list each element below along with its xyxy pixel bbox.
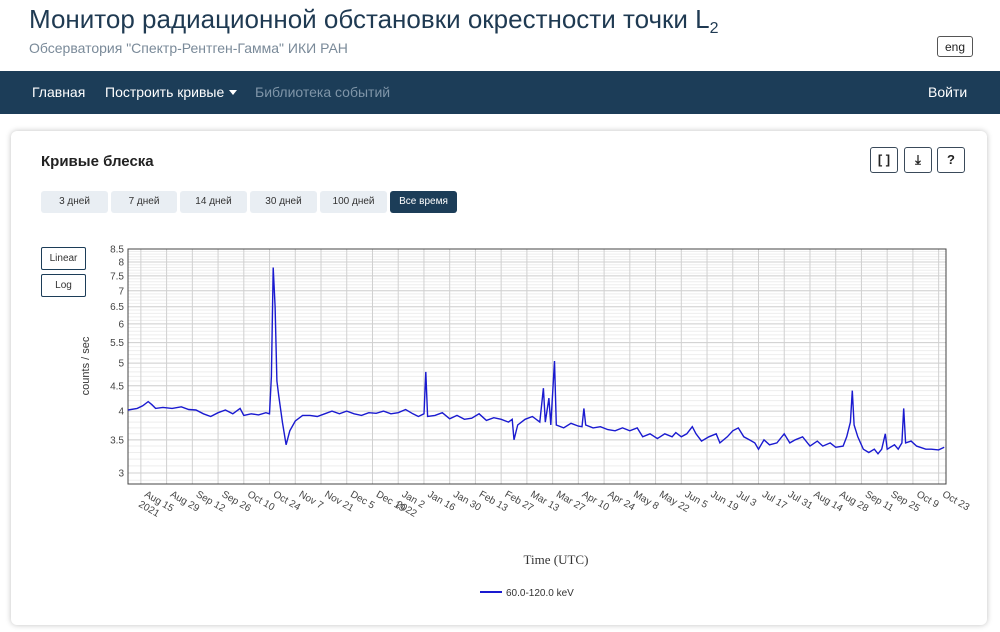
nav-home[interactable]: Главная: [32, 84, 86, 100]
y-tick-label: 6: [118, 319, 124, 330]
x-tick-label: Apr 24: [606, 489, 637, 513]
nav-event-library: Библиотека событий: [255, 84, 391, 100]
y-tick-label: 8.5: [110, 245, 124, 256]
y-tick-label: 7.5: [110, 271, 124, 282]
x-tick-label: Jan 16: [425, 489, 457, 514]
y-tick-label: 8: [118, 258, 124, 269]
card-title: Кривые блеска: [41, 153, 154, 170]
x-axis-label: Time (UTC): [524, 552, 589, 567]
x-tick-label: Jul 17: [760, 489, 789, 512]
x-tick-label: May 8: [631, 489, 660, 512]
navbar: Главная Построить кривые Библиотека собы…: [0, 71, 1000, 114]
help-button[interactable]: ?: [937, 147, 965, 173]
range-14-days[interactable]: 14 дней: [180, 191, 247, 213]
range-30-days[interactable]: 30 дней: [250, 191, 317, 213]
y-axis: 3 3.5 4 4.5 5 5.5 6 6.5 7 7.5 8 8.5: [110, 245, 124, 480]
fit-button[interactable]: [ ]: [870, 147, 898, 173]
range-100-days[interactable]: 100 дней: [320, 191, 387, 213]
range-7-days[interactable]: 7 дней: [111, 191, 177, 213]
range-all-time[interactable]: Все время: [390, 191, 457, 213]
x-tick-label: Jan 30: [451, 489, 483, 514]
nav-build-curves[interactable]: Построить кривые: [105, 71, 238, 114]
linear-scale-button[interactable]: Linear: [41, 247, 86, 270]
y-tick-label: 4.5: [110, 381, 124, 392]
log-scale-button[interactable]: Log: [41, 274, 86, 297]
x-tick-label: Oct 10: [245, 489, 276, 513]
y-tick-label: 4: [118, 407, 124, 418]
page-title-text: Монитор радиационной обстановки окрестно…: [29, 4, 710, 34]
page-title: Монитор радиационной обстановки окрестно…: [29, 4, 719, 38]
y-tick-label: 3.5: [110, 435, 124, 446]
lightcurve-card: Кривые блеска [ ] ⤓ ? 3 дней 7 дней 14 д…: [11, 131, 987, 625]
range-3-days[interactable]: 3 дней: [41, 191, 108, 213]
y-tick-label: 5: [118, 359, 124, 370]
x-tick-label: Oct 24: [271, 489, 302, 513]
nav-login[interactable]: Войти: [928, 84, 968, 100]
page-title-subscript: 2: [709, 20, 719, 37]
y-tick-label: 5.5: [110, 338, 124, 349]
x-tick-label: Jun 19: [709, 489, 741, 514]
legend-label: 60.0-120.0 keV: [506, 588, 574, 599]
series-line: [127, 267, 945, 455]
x-tick-label: Oct 23: [940, 489, 971, 513]
nav-build-curves-label: Построить кривые: [105, 84, 225, 100]
y-tick-label: 7: [118, 286, 124, 297]
chart-grid: [128, 248, 946, 484]
x-tick-label: Sep 11: [863, 489, 896, 514]
x-tick-label: Jul 31: [786, 489, 815, 512]
page-subtitle: Обсерватория "Спектр-Рентген-Гамма" ИКИ …: [29, 40, 348, 56]
y-tick-label: 6.5: [110, 302, 124, 313]
legend: 60.0-120.0 keV: [480, 588, 574, 599]
y-axis-label: counts / sec: [80, 336, 92, 395]
language-button[interactable]: eng: [937, 36, 973, 57]
x-tick-label: Apr 10: [580, 489, 611, 513]
caret-down-icon: [229, 90, 238, 95]
x-tick-label: Nov 7: [297, 489, 326, 512]
y-tick-label: 3: [118, 468, 124, 479]
plot-frame: [127, 248, 947, 485]
download-button[interactable]: ⤓: [904, 147, 932, 173]
